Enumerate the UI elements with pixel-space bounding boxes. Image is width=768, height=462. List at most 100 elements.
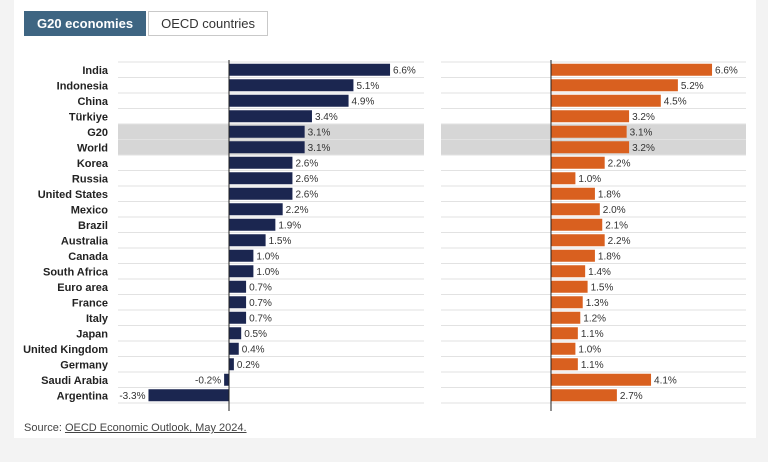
bar xyxy=(551,265,586,278)
bar xyxy=(229,79,354,92)
tab-oecd-countries[interactable]: OECD countries xyxy=(148,11,269,36)
bar xyxy=(229,249,254,262)
data-label: 1.8% xyxy=(598,251,621,262)
bar xyxy=(229,296,247,309)
data-label: 0.7% xyxy=(249,298,272,309)
data-label: 0.7% xyxy=(249,313,272,324)
category-label: Argentina xyxy=(57,390,109,402)
bar xyxy=(229,187,293,200)
data-label: 1.4% xyxy=(588,267,611,278)
data-label: 1.1% xyxy=(581,360,604,371)
data-label: 2.2% xyxy=(286,205,309,216)
bar xyxy=(551,94,661,107)
data-label: 3.4% xyxy=(315,112,338,123)
category-label: Indonesia xyxy=(57,80,109,92)
category-label: Saudi Arabia xyxy=(41,375,109,387)
data-label: 2.0% xyxy=(603,205,626,216)
bar xyxy=(551,172,576,185)
data-label: 0.5% xyxy=(244,329,267,340)
bar xyxy=(229,110,312,123)
tab-bar: G20 economies OECD countries xyxy=(24,11,269,37)
bar xyxy=(229,327,242,340)
data-label: 1.5% xyxy=(269,236,292,247)
category-label: South Africa xyxy=(43,266,109,278)
bar xyxy=(148,389,229,402)
category-label: G20 xyxy=(87,127,108,139)
bar xyxy=(229,265,254,278)
data-label: 1.1% xyxy=(581,329,604,340)
source-prefix: Source: xyxy=(24,422,65,434)
data-label: 1.0% xyxy=(256,251,279,262)
category-label: Japan xyxy=(76,328,108,340)
data-label: 5.1% xyxy=(356,81,379,92)
source-note: Source: OECD Economic Outlook, May 2024. xyxy=(24,422,247,434)
data-label: 3.1% xyxy=(308,143,331,154)
data-label: -3.3% xyxy=(119,391,145,402)
bar xyxy=(229,342,239,355)
category-label: World xyxy=(77,142,108,154)
category-label: China xyxy=(77,96,108,108)
category-label: France xyxy=(72,297,108,309)
bar xyxy=(551,358,578,371)
bar xyxy=(229,156,293,169)
data-label: 3.1% xyxy=(308,127,331,138)
bar-charts: 6.6% 5.1% 4.9% 3.4% 3.1% 3.1% 2.6% 2.6% 2.6% 2.2%… xyxy=(23,60,746,411)
data-label: 0.7% xyxy=(249,282,272,293)
data-label: 1.0% xyxy=(578,174,601,185)
data-label: 2.1% xyxy=(605,220,628,231)
data-label: 4.1% xyxy=(654,375,677,386)
data-label: 2.6% xyxy=(295,174,318,185)
bar xyxy=(551,327,578,340)
data-label: 4.5% xyxy=(664,96,687,107)
data-label: 1.9% xyxy=(278,220,301,231)
bar xyxy=(229,125,305,138)
bar xyxy=(551,296,583,309)
bar xyxy=(551,203,600,216)
data-label: 2.6% xyxy=(295,189,318,200)
bar xyxy=(229,280,247,293)
data-label: 3.2% xyxy=(632,112,655,123)
category-label: Korea xyxy=(77,158,109,170)
category-label: India xyxy=(82,65,109,77)
bar xyxy=(551,342,576,355)
category-label: United States xyxy=(38,189,108,201)
bar xyxy=(229,218,276,231)
data-label: -0.2% xyxy=(195,375,221,386)
category-label: Canada xyxy=(68,251,109,263)
data-label: 1.5% xyxy=(591,282,614,293)
bar xyxy=(551,249,595,262)
bar xyxy=(551,141,630,154)
data-label: 3.2% xyxy=(632,143,655,154)
bar xyxy=(229,203,283,216)
category-label: Australia xyxy=(61,235,109,247)
data-label: 1.0% xyxy=(578,344,601,355)
bar xyxy=(224,373,229,386)
bar xyxy=(551,373,652,386)
data-label: 5.2% xyxy=(681,81,704,92)
category-label: Türkiye xyxy=(69,111,108,123)
bar xyxy=(551,218,603,231)
data-label: 1.2% xyxy=(583,313,606,324)
source-link[interactable]: OECD Economic Outlook, May 2024. xyxy=(64,422,247,434)
data-label: 2.2% xyxy=(608,158,631,169)
bar xyxy=(551,110,630,123)
bar xyxy=(229,94,349,107)
data-label: 1.0% xyxy=(256,267,279,278)
bar xyxy=(551,280,588,293)
category-label: Germany xyxy=(60,359,109,371)
bar xyxy=(551,125,627,138)
bar xyxy=(229,63,391,76)
bar xyxy=(551,389,617,402)
bar xyxy=(229,234,266,247)
data-label: 4.9% xyxy=(352,96,375,107)
bar xyxy=(229,172,293,185)
bar xyxy=(229,311,247,324)
tab-g20-economies[interactable]: G20 economies xyxy=(24,11,147,36)
data-label: 6.6% xyxy=(715,65,738,76)
bar xyxy=(551,156,605,169)
category-label: Mexico xyxy=(71,204,109,216)
bar xyxy=(229,358,234,371)
data-label: 0.2% xyxy=(237,360,260,371)
bar xyxy=(229,141,305,154)
bar xyxy=(551,187,595,200)
